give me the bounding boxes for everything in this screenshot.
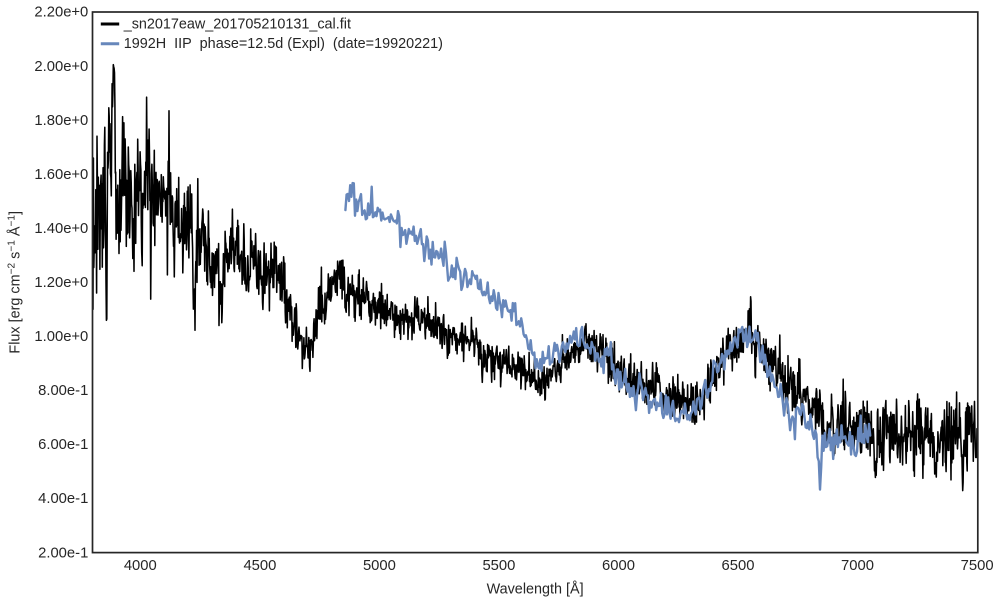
- svg-text:Flux [erg cm−2 s−1 Å−1]: Flux [erg cm−2 s−1 Å−1]: [7, 211, 24, 354]
- svg-text:2.20e+0: 2.20e+0: [34, 5, 88, 21]
- svg-text:1.00e+0: 1.00e+0: [34, 329, 88, 345]
- svg-text:8.00e-1: 8.00e-1: [38, 383, 88, 399]
- svg-text:1.40e+0: 1.40e+0: [34, 221, 88, 237]
- svg-text:1.60e+0: 1.60e+0: [34, 167, 88, 183]
- svg-text:5500: 5500: [482, 558, 515, 574]
- svg-text:7000: 7000: [841, 558, 874, 574]
- svg-text:1992H IIP phase=12.5d (Expl): 1992H IIP phase=12.5d (Expl) (date=19920…: [124, 36, 443, 52]
- svg-text:4500: 4500: [243, 558, 276, 574]
- svg-text:2.00e+0: 2.00e+0: [34, 59, 88, 75]
- svg-text:7500: 7500: [961, 558, 994, 574]
- svg-text:2.00e-1: 2.00e-1: [38, 545, 88, 561]
- svg-text:5000: 5000: [363, 558, 396, 574]
- svg-text:6000: 6000: [602, 558, 635, 574]
- svg-text:1.20e+0: 1.20e+0: [34, 275, 88, 291]
- svg-text:6500: 6500: [722, 558, 755, 574]
- svg-text:Wavelength [Å]: Wavelength [Å]: [487, 580, 584, 597]
- svg-text:6.00e-1: 6.00e-1: [38, 437, 88, 453]
- svg-text:_sn2017eaw_201705210131_cal.fi: _sn2017eaw_201705210131_cal.fit: [123, 17, 351, 33]
- svg-text:4000: 4000: [124, 558, 157, 574]
- svg-text:4.00e-1: 4.00e-1: [38, 491, 88, 507]
- svg-text:1.80e+0: 1.80e+0: [34, 113, 88, 129]
